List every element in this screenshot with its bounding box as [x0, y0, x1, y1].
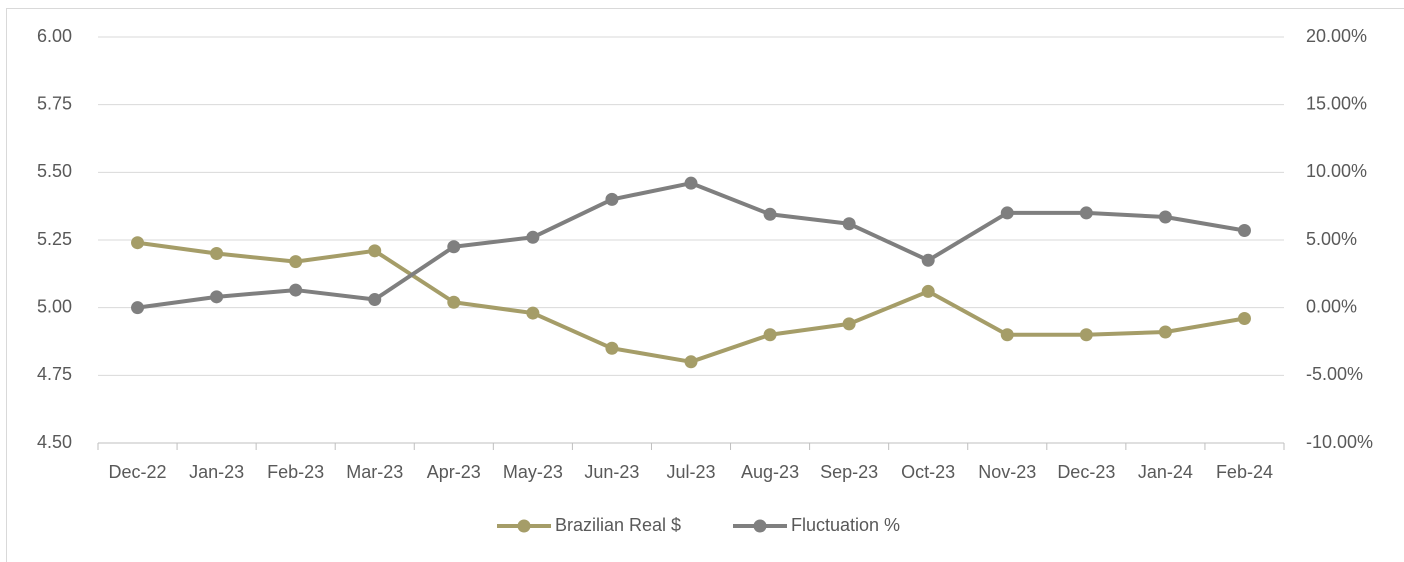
legend-label: Brazilian Real $	[555, 515, 681, 535]
x-tick-label: Jul-23	[666, 462, 715, 482]
y2-tick-label: 15.00%	[1306, 93, 1367, 113]
y2-tick-label: 0.00%	[1306, 296, 1357, 316]
series-marker	[921, 284, 935, 298]
x-tick-label: Dec-23	[1057, 462, 1115, 482]
y-tick-label: 5.50	[37, 161, 72, 181]
y-tick-label: 4.50	[37, 432, 72, 452]
x-tick-label: Nov-23	[978, 462, 1036, 482]
legend-marker	[753, 519, 767, 533]
series-marker	[1237, 224, 1251, 238]
x-tick-label: Jan-24	[1138, 462, 1193, 482]
y-tick-label: 5.00	[37, 296, 72, 316]
y-tick-label: 5.25	[37, 229, 72, 249]
x-tick-label: Feb-23	[267, 462, 324, 482]
series-marker	[763, 207, 777, 221]
y-tick-label: 6.00	[37, 26, 72, 46]
y-tick-label: 4.75	[37, 364, 72, 384]
series-marker	[1079, 328, 1093, 342]
series-marker	[289, 283, 303, 297]
chart-border	[6, 8, 1404, 562]
y2-tick-label: -5.00%	[1306, 364, 1363, 384]
x-tick-label: May-23	[503, 462, 563, 482]
series-line	[137, 181, 1245, 310]
series-marker	[1158, 325, 1172, 339]
x-tick-label: Sep-23	[820, 462, 878, 482]
series-marker	[447, 240, 461, 254]
series-marker	[842, 317, 856, 331]
series-marker	[605, 192, 619, 206]
series-marker	[605, 341, 619, 355]
series-marker	[763, 328, 777, 342]
series-marker	[684, 355, 698, 369]
y2-tick-label: 20.00%	[1306, 26, 1367, 46]
series-marker	[1079, 206, 1093, 220]
series-marker	[1237, 311, 1251, 325]
series-marker	[210, 290, 224, 304]
series-marker	[447, 295, 461, 309]
series-marker	[210, 247, 224, 261]
x-tick-label: Aug-23	[741, 462, 799, 482]
x-tick-label: Feb-24	[1216, 462, 1273, 482]
y2-tick-label: 10.00%	[1306, 161, 1367, 181]
series-marker	[1000, 206, 1014, 220]
series-marker	[131, 236, 145, 250]
x-tick-label: Dec-22	[109, 462, 167, 482]
series-marker	[131, 301, 145, 315]
x-tick-label: Oct-23	[901, 462, 955, 482]
series-marker	[368, 244, 382, 258]
series-marker	[368, 293, 382, 307]
series-marker	[526, 230, 540, 244]
series-marker	[921, 253, 935, 267]
x-tick-label: Apr-23	[427, 462, 481, 482]
series-marker	[842, 217, 856, 231]
series-marker	[1158, 210, 1172, 224]
legend-marker	[517, 519, 531, 533]
y-tick-label: 5.75	[37, 93, 72, 113]
y2-tick-label: 5.00%	[1306, 229, 1357, 249]
x-tick-label: Jun-23	[584, 462, 639, 482]
x-tick-label: Mar-23	[346, 462, 403, 482]
series-line	[137, 240, 1245, 364]
series-marker	[1000, 328, 1014, 342]
series-marker	[526, 306, 540, 320]
series-marker	[684, 176, 698, 190]
legend-label: Fluctuation %	[791, 515, 900, 535]
y2-tick-label: -10.00%	[1306, 432, 1373, 452]
x-tick-label: Jan-23	[189, 462, 244, 482]
series-marker	[289, 255, 303, 269]
